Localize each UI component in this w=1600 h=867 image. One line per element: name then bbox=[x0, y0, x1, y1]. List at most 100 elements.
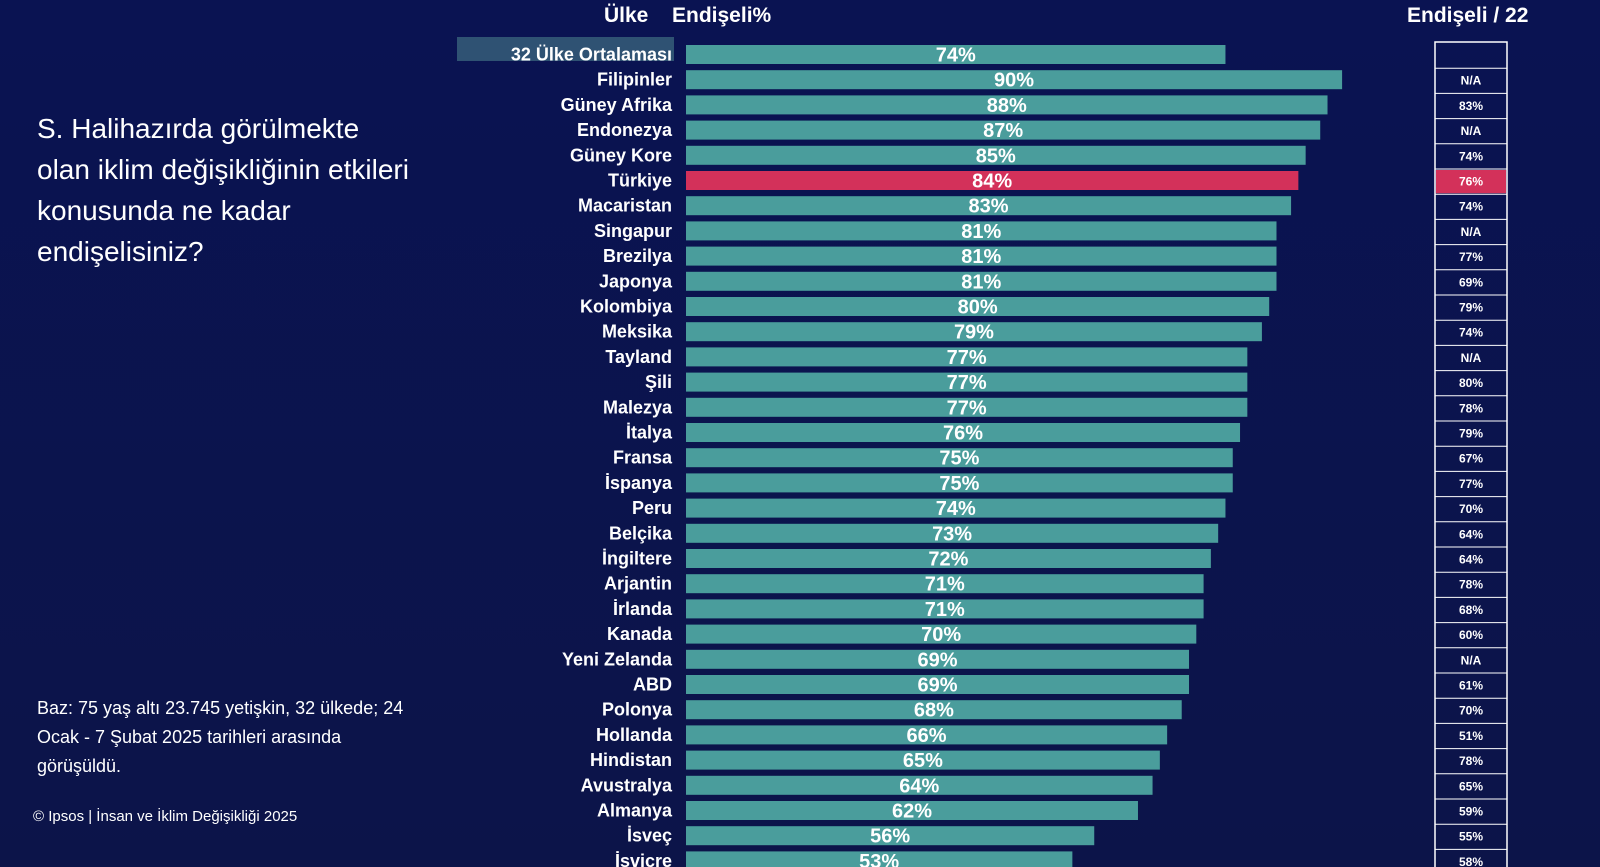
bar bbox=[686, 574, 1204, 594]
country-label: Fransa bbox=[613, 448, 673, 468]
bar-value-label: 79% bbox=[954, 322, 994, 344]
country-label: Brezilya bbox=[603, 246, 673, 266]
bar-value-label: 81% bbox=[961, 221, 1001, 243]
bar-value-label: 77% bbox=[947, 347, 987, 369]
bar-value-label: 56% bbox=[870, 826, 910, 848]
country-label: Kanada bbox=[607, 624, 673, 644]
copyright-note: © Ipsos | İnsan ve İklim Değişikliği 202… bbox=[33, 808, 298, 825]
bar-value-label: 71% bbox=[925, 574, 965, 596]
bar-value-label: 70% bbox=[921, 624, 961, 646]
bar bbox=[686, 750, 1160, 770]
country-label: Avustralya bbox=[581, 775, 673, 795]
bar-value-label: 90% bbox=[994, 70, 1034, 92]
bar bbox=[686, 624, 1197, 644]
bar bbox=[686, 649, 1190, 669]
previous-wave-value: 68% bbox=[1459, 603, 1483, 617]
bar-value-label: 68% bbox=[914, 700, 954, 722]
previous-wave-value: 70% bbox=[1459, 502, 1483, 516]
bar-value-label: 69% bbox=[917, 649, 957, 671]
previous-wave-value: 58% bbox=[1459, 855, 1483, 867]
previous-wave-box bbox=[1434, 41, 1508, 867]
country-label: İtalya bbox=[626, 423, 673, 443]
previous-wave-value: N/A bbox=[1461, 225, 1482, 239]
bar bbox=[686, 523, 1219, 543]
previous-wave-value: 78% bbox=[1459, 578, 1483, 592]
bar-value-label: 73% bbox=[932, 523, 972, 545]
previous-wave-value: 74% bbox=[1459, 149, 1483, 163]
country-label: Şili bbox=[645, 372, 672, 392]
bar bbox=[686, 45, 1226, 64]
bar bbox=[686, 322, 1262, 342]
bar bbox=[686, 297, 1270, 316]
base-note: Baz: 75 yaş altı 23.745 yetişkin, 32 ülk… bbox=[37, 698, 404, 776]
previous-wave-value: 78% bbox=[1459, 754, 1483, 768]
bar-value-label: 75% bbox=[939, 473, 979, 495]
bar-value-label: 81% bbox=[961, 271, 1001, 293]
previous-wave-value: 74% bbox=[1459, 200, 1483, 214]
previous-wave-value: N/A bbox=[1461, 124, 1482, 138]
bar bbox=[686, 221, 1277, 241]
bar-value-label: 65% bbox=[903, 750, 943, 772]
country-label: Singapur bbox=[594, 221, 672, 241]
bar bbox=[686, 448, 1233, 468]
bar bbox=[686, 700, 1182, 720]
country-label: Macaristan bbox=[578, 196, 672, 216]
bar bbox=[686, 801, 1138, 820]
country-label: Endonezya bbox=[577, 120, 673, 140]
country-label: Güney Afrika bbox=[561, 95, 673, 115]
previous-wave-value: 67% bbox=[1459, 452, 1483, 466]
bar bbox=[686, 70, 1343, 90]
bar-value-label: 74% bbox=[936, 498, 976, 520]
bar-value-label: 80% bbox=[958, 297, 998, 319]
bar bbox=[686, 549, 1211, 568]
country-label: Filipinler bbox=[597, 70, 672, 90]
country-label: Hollanda bbox=[596, 725, 673, 745]
previous-wave-value: 77% bbox=[1459, 250, 1483, 264]
previous-wave-value: 80% bbox=[1459, 376, 1483, 390]
bar bbox=[686, 423, 1241, 442]
bar bbox=[686, 120, 1321, 140]
bar bbox=[686, 397, 1248, 417]
previous-wave-value: N/A bbox=[1461, 351, 1482, 365]
previous-wave-value: 64% bbox=[1459, 553, 1483, 567]
previous-wave-column-header: Endişeli / 22 bbox=[1407, 4, 1529, 27]
country-label: Japonya bbox=[599, 271, 673, 291]
bar bbox=[686, 145, 1306, 165]
previous-wave-value: 65% bbox=[1459, 779, 1483, 793]
previous-wave-value: 60% bbox=[1459, 628, 1483, 642]
previous-wave-value: 61% bbox=[1459, 679, 1483, 693]
bar-value-label: 77% bbox=[947, 372, 987, 394]
bar-value-label: 53% bbox=[859, 851, 899, 867]
country-label: Polonya bbox=[602, 700, 673, 720]
bar-value-label: 83% bbox=[969, 196, 1009, 218]
bar-value-label: 88% bbox=[987, 95, 1027, 117]
country-label: Malezya bbox=[603, 397, 673, 417]
previous-wave-value: 83% bbox=[1459, 99, 1483, 113]
country-label: İspanya bbox=[605, 473, 673, 493]
previous-wave-value: 76% bbox=[1459, 175, 1483, 189]
bar-value-label: 75% bbox=[939, 448, 979, 470]
highlighted-bar bbox=[686, 171, 1299, 190]
bar bbox=[686, 372, 1248, 392]
bar-value-label: 77% bbox=[947, 397, 987, 419]
bar bbox=[686, 675, 1190, 694]
previous-wave-value: 64% bbox=[1459, 527, 1483, 541]
previous-wave-value: 69% bbox=[1459, 275, 1483, 289]
country-label: Güney Kore bbox=[570, 145, 672, 165]
country-label: Hindistan bbox=[590, 750, 672, 770]
bar bbox=[686, 246, 1277, 266]
bar-value-label: 84% bbox=[972, 171, 1012, 193]
bar bbox=[686, 271, 1277, 291]
bar bbox=[686, 725, 1168, 745]
bar bbox=[686, 473, 1233, 493]
average-label-background bbox=[457, 37, 674, 61]
country-label: Türkiye bbox=[608, 171, 672, 191]
previous-wave-value: 74% bbox=[1459, 326, 1483, 340]
country-column-header: Ülke bbox=[604, 4, 649, 27]
survey-question: S. Halihazırda görülmekte olan iklim değ… bbox=[37, 113, 409, 267]
previous-wave-value: 78% bbox=[1459, 401, 1483, 415]
country-label: İsveç bbox=[627, 826, 672, 846]
bar bbox=[686, 347, 1248, 367]
country-label: İrlanda bbox=[613, 599, 673, 619]
